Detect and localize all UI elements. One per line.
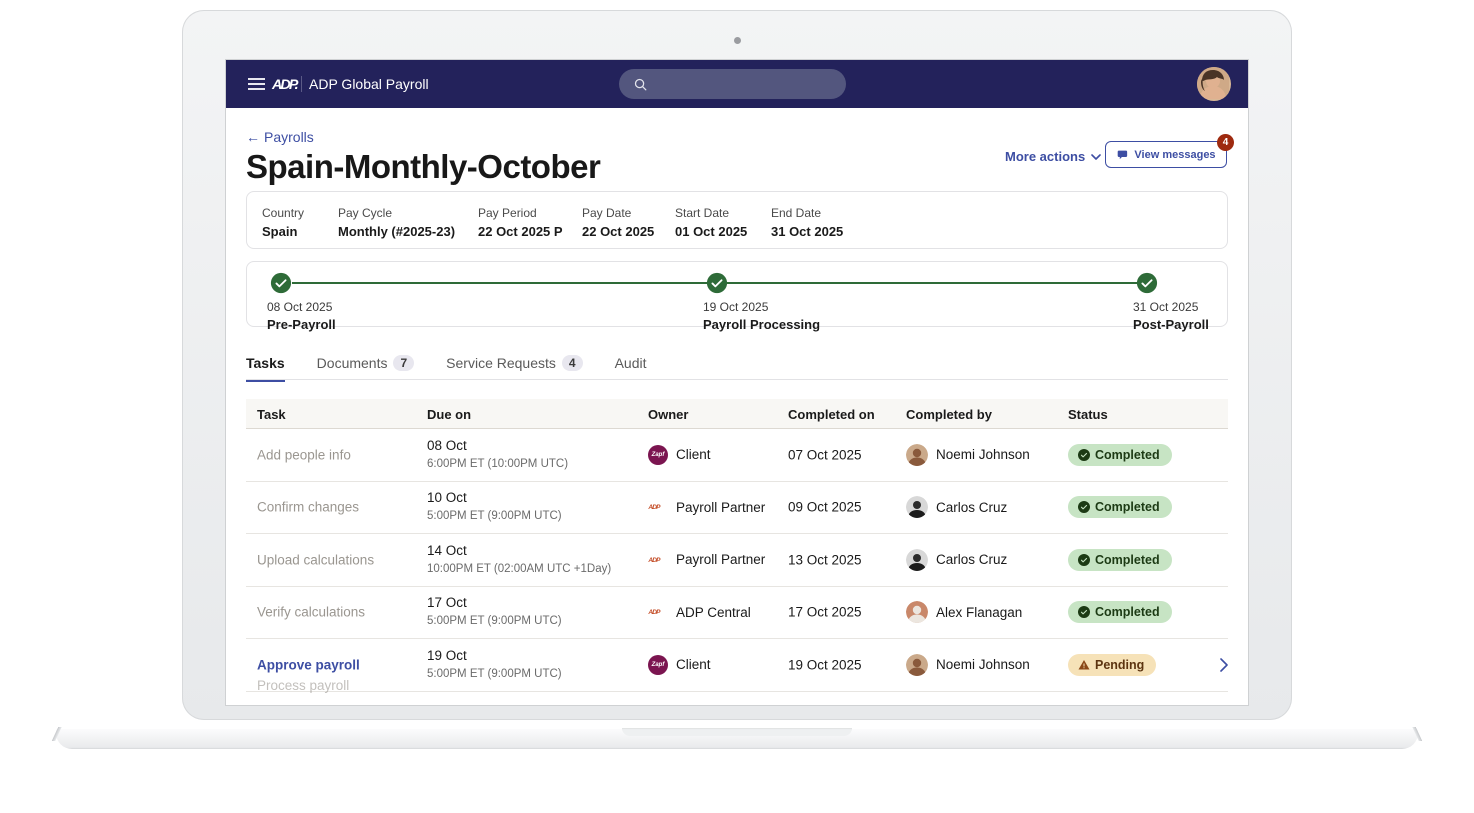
svg-text:ADP: ADP xyxy=(648,557,661,564)
svg-text:ADP.: ADP. xyxy=(271,77,299,92)
svg-text:ADP: ADP xyxy=(648,504,661,511)
svg-text:ADP: ADP xyxy=(648,609,661,616)
